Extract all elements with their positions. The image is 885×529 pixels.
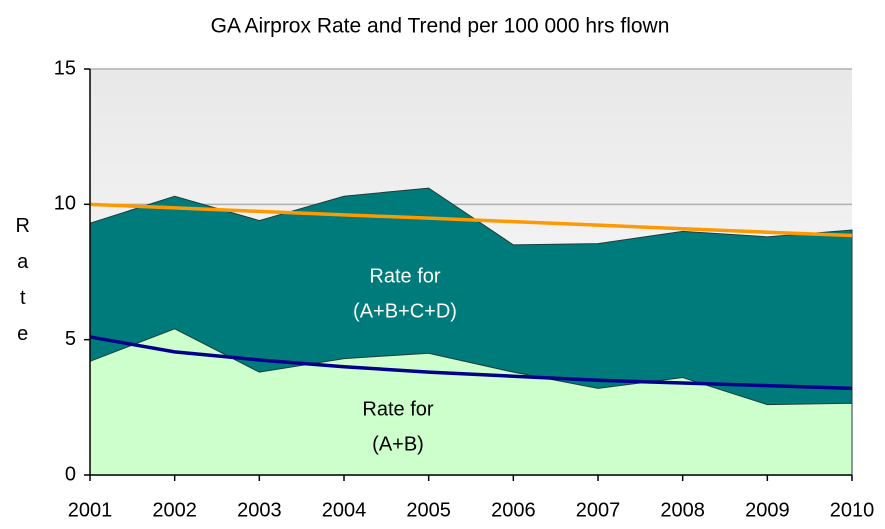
x-tick-label: 2010 <box>830 499 875 521</box>
x-tick-label: 2005 <box>406 499 451 521</box>
trend-line <box>89 335 853 391</box>
y-tick-label: 15 <box>54 57 76 79</box>
x-tick-label: 2001 <box>68 499 113 521</box>
area <box>89 328 853 476</box>
annotation: Rate for <box>369 265 440 287</box>
y-tick-label: 10 <box>54 193 76 215</box>
y-tick-label: 5 <box>65 328 76 350</box>
x-tick-label: 2006 <box>491 499 536 521</box>
x-tick-label: 2002 <box>152 499 197 521</box>
x-tick-label: 2009 <box>745 499 790 521</box>
annotation: (A+B+C+D) <box>353 300 457 322</box>
annotation: Rate for <box>362 398 433 420</box>
x-tick-label: 2003 <box>237 499 282 521</box>
chart-title: GA Airprox Rate and Trend per 100 000 hr… <box>211 15 670 38</box>
trend-line <box>89 202 853 238</box>
y-axis-label: Rate <box>12 215 34 359</box>
annotation: (A+B) <box>372 433 424 455</box>
y-tick-label: 0 <box>65 463 76 485</box>
x-tick-label: 2007 <box>576 499 621 521</box>
x-tick-label: 2008 <box>660 499 705 521</box>
x-tick-label: 2004 <box>322 499 367 521</box>
